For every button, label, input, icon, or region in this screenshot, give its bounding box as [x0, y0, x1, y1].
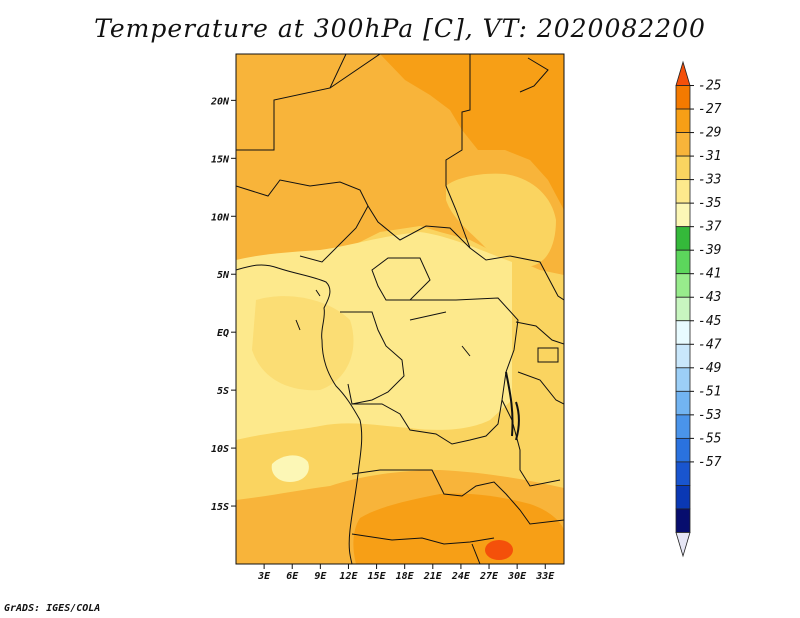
- colorbar-label: -57: [698, 455, 722, 470]
- x-tick-label: 27E: [479, 571, 499, 582]
- y-tick-label: 5N: [217, 270, 230, 281]
- colorbar-swatch: [675, 414, 691, 439]
- x-tick-label: 6E: [286, 571, 299, 582]
- y-tick-label: 20N: [210, 96, 230, 107]
- x-tick-label: 18E: [396, 571, 415, 582]
- field-central-mid: [252, 296, 354, 391]
- colorbar-swatch: [675, 485, 691, 510]
- colorbar-bottom-triangle: [675, 532, 691, 558]
- colorbar-swatch: [675, 132, 691, 157]
- field-cool-spot: [271, 455, 309, 482]
- colorbar-top-triangle: [675, 60, 691, 86]
- y-tick-label: 15N: [211, 154, 230, 165]
- x-tick-label: 30E: [507, 571, 527, 582]
- x-tick-label: 3E: [257, 571, 271, 582]
- colorbar-swatch: [675, 85, 691, 110]
- axis-ticks: 3E 6E 9E 12E 15E 18E 21E 24E 27E 30E 33E 20N 15N 10N 5…: [210, 96, 555, 582]
- colorbar-swatch: [675, 202, 691, 228]
- colorbar-label: -31: [698, 149, 721, 164]
- colorbar-label: -33: [698, 173, 721, 188]
- colorbar-label: -55: [698, 431, 722, 446]
- colorbar-label: -43: [698, 290, 721, 305]
- colorbar-label: -25: [698, 79, 722, 94]
- colorbar-label: -35: [698, 196, 722, 211]
- colorbar-label: -39: [698, 243, 721, 258]
- colorbar-label: -41: [698, 267, 721, 282]
- field-nw-hot: [236, 54, 338, 90]
- colorbar-swatch: [675, 367, 691, 392]
- field-hot-spot: [485, 540, 513, 560]
- colorbar-label: -49: [698, 361, 721, 376]
- colorbar-swatch: [675, 390, 691, 416]
- borders: [236, 54, 564, 564]
- y-tick-label: 10N: [211, 212, 230, 223]
- colorbar-label: -53: [698, 408, 721, 423]
- x-tick-label: 12E: [339, 571, 358, 582]
- page-title: Temperature at 300hPa [C], VT: 202008220…: [94, 14, 706, 43]
- colorbar-swatch: [675, 155, 691, 181]
- colorbar-swatch: [675, 226, 691, 251]
- x-tick-label: 15E: [368, 571, 387, 582]
- x-tick-label: 21E: [423, 571, 443, 582]
- colorbar-swatch: [675, 461, 691, 486]
- field-cool-north: [240, 139, 409, 218]
- y-tick-label: 10S: [211, 444, 229, 455]
- colorbar-label: -37: [698, 220, 722, 235]
- y-tick-label: EQ: [217, 328, 229, 339]
- colorbar-swatch: [675, 179, 691, 204]
- colorbar-swatch: [675, 273, 691, 298]
- x-tick-label: 24E: [451, 571, 471, 582]
- colorbar-swatch: [675, 249, 691, 275]
- colorbar-swatch: [675, 343, 691, 369]
- colorbar-label: -29: [698, 126, 721, 141]
- colorbar-swatch: [675, 437, 691, 463]
- colorbar: -25 -27 -29 -31 -33 -35 -37 -39 -41 -43 -45 -47 -49 -…: [675, 60, 722, 558]
- colorbar-label: -45: [698, 314, 722, 329]
- colorbar-label: -47: [698, 337, 722, 352]
- colorbar-swatch: [675, 320, 691, 345]
- field-ne-hot: [380, 54, 564, 210]
- x-tick-label: 33E: [535, 571, 555, 582]
- colorbar-label: -27: [698, 102, 722, 117]
- colorbar-swatch: [675, 508, 691, 533]
- colorbar-swatch: [675, 296, 691, 322]
- colorbar-label: -51: [698, 384, 721, 399]
- plot-frame: [235, 53, 565, 565]
- y-tick-label: 5S: [217, 386, 229, 397]
- colorbar-swatch: [675, 108, 691, 133]
- credit-text: GrADS: IGES/COLA: [4, 603, 101, 614]
- y-tick-label: 15S: [211, 502, 229, 513]
- field-cool-ne: [446, 173, 556, 267]
- x-tick-label: 9E: [314, 571, 327, 582]
